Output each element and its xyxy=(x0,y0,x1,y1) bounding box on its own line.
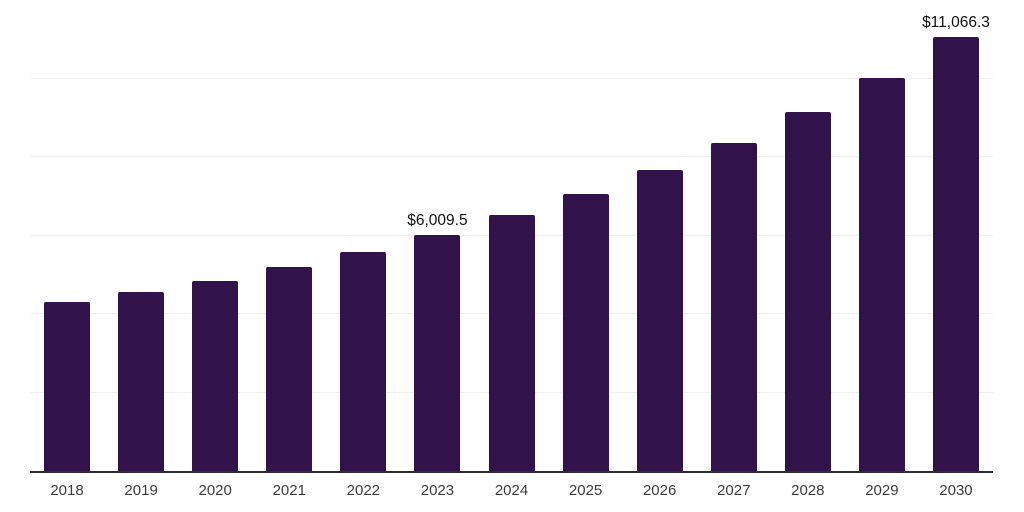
gridline-8000 xyxy=(30,156,993,157)
x-tick-label-2029: 2029 xyxy=(865,482,899,499)
bar-2029 xyxy=(858,78,905,471)
bar-2018 xyxy=(44,301,91,471)
bar-2026 xyxy=(636,170,683,471)
x-tick-label-2028: 2028 xyxy=(791,482,825,499)
x-tick-label-2025: 2025 xyxy=(568,482,603,499)
bar-column-2028 xyxy=(771,0,845,471)
bar-column-2026 xyxy=(623,0,697,471)
x-tick-label-2023: 2023 xyxy=(420,482,455,499)
bar-column-2029 xyxy=(845,0,919,471)
data-label-2023: $6,009.5 xyxy=(407,212,468,230)
bar-2022 xyxy=(340,251,387,471)
x-tick-label-2018: 2018 xyxy=(50,482,84,499)
bar-column-2024 xyxy=(474,0,548,471)
bar-column-2030: $11,066.3 xyxy=(919,0,993,471)
x-tick-label-2026: 2026 xyxy=(642,482,677,499)
bars-layer: $6,009.5 $11,066.3 xyxy=(30,0,993,471)
x-tick-label-2022: 2022 xyxy=(346,482,381,499)
x-tick-label-2030: 2030 xyxy=(939,482,973,499)
x-tick-label-2020: 2020 xyxy=(198,482,232,499)
bar-column-2021 xyxy=(252,0,326,471)
bar-column-2027 xyxy=(697,0,771,471)
bar-2025 xyxy=(562,194,609,471)
bar-column-2023: $6,009.5 xyxy=(400,0,474,471)
plot-area: $6,009.5 $11,066.3 xyxy=(30,0,993,473)
bar-column-2019 xyxy=(104,0,178,471)
bar-2024 xyxy=(488,214,535,471)
bar-column-2025 xyxy=(549,0,623,471)
bar-column-2022 xyxy=(326,0,400,471)
bar-2020 xyxy=(192,280,239,471)
bar-column-2020 xyxy=(178,0,252,471)
bar-2023 xyxy=(414,235,461,471)
x-tick-label-2027: 2027 xyxy=(717,482,751,499)
gridline-10000 xyxy=(30,77,993,79)
bar-2021 xyxy=(266,266,313,471)
bar-2019 xyxy=(118,291,165,471)
bar-2028 xyxy=(784,111,831,471)
bar-2027 xyxy=(710,143,757,471)
x-tick-label-2021: 2021 xyxy=(272,482,306,499)
x-tick-label-2019: 2019 xyxy=(124,482,158,499)
bar-2030 xyxy=(932,36,979,471)
x-tick-label-2024: 2024 xyxy=(494,482,529,499)
x-axis-labels: 2018 2019 2020 2021 2022 2023 2024 2025 2026 2027… xyxy=(30,482,993,499)
bar-column-2018 xyxy=(30,0,104,471)
data-label-2030: $11,066.3 xyxy=(922,13,990,31)
